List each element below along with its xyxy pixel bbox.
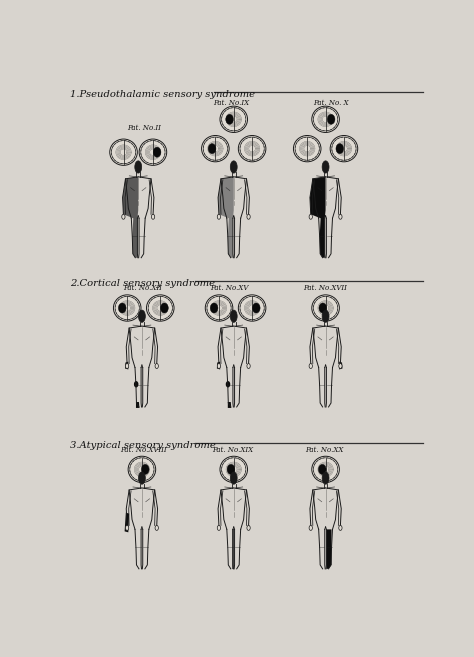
Text: Pat. No.XIX: Pat. No.XIX (212, 446, 253, 454)
Text: Pat. No. X: Pat. No. X (313, 99, 348, 106)
Polygon shape (136, 402, 139, 408)
Text: Pat. No.II: Pat. No.II (127, 124, 161, 132)
Ellipse shape (128, 456, 155, 482)
Ellipse shape (309, 526, 312, 530)
Ellipse shape (247, 214, 250, 219)
Text: 1.Pseudothalamic sensory syndrome: 1.Pseudothalamic sensory syndrome (70, 90, 255, 99)
Ellipse shape (146, 295, 174, 321)
Ellipse shape (155, 526, 158, 530)
Ellipse shape (135, 161, 142, 173)
Polygon shape (310, 177, 326, 258)
Text: Pat. No.XV: Pat. No.XV (210, 284, 248, 292)
Polygon shape (228, 402, 231, 408)
Ellipse shape (161, 303, 168, 313)
Ellipse shape (138, 310, 146, 323)
Text: Pat. No.XVIII: Pat. No.XVIII (120, 446, 166, 454)
Ellipse shape (110, 139, 137, 166)
Ellipse shape (312, 295, 339, 321)
Ellipse shape (293, 135, 321, 162)
Ellipse shape (226, 114, 234, 124)
Ellipse shape (139, 139, 167, 166)
Ellipse shape (247, 526, 250, 530)
Ellipse shape (208, 144, 216, 154)
Polygon shape (125, 512, 129, 532)
Polygon shape (232, 530, 234, 569)
Ellipse shape (138, 472, 146, 484)
Polygon shape (218, 177, 234, 258)
Ellipse shape (220, 456, 247, 482)
Polygon shape (327, 530, 331, 569)
Ellipse shape (134, 381, 138, 388)
Text: Pat. No.XX: Pat. No.XX (305, 446, 344, 454)
Ellipse shape (151, 214, 155, 219)
Ellipse shape (205, 295, 233, 321)
Text: 2.Cortical sensory syndrome: 2.Cortical sensory syndrome (70, 279, 215, 288)
Ellipse shape (339, 363, 342, 369)
Ellipse shape (141, 464, 149, 474)
Ellipse shape (322, 472, 329, 484)
Ellipse shape (155, 363, 158, 369)
Ellipse shape (220, 106, 247, 133)
Polygon shape (125, 361, 128, 369)
Ellipse shape (312, 106, 339, 133)
Ellipse shape (113, 295, 141, 321)
Text: Pat. No.XII: Pat. No.XII (124, 284, 163, 292)
Ellipse shape (247, 363, 250, 369)
Ellipse shape (330, 135, 358, 162)
Polygon shape (339, 361, 343, 369)
Ellipse shape (122, 214, 125, 219)
Ellipse shape (230, 161, 237, 173)
Ellipse shape (238, 295, 266, 321)
Ellipse shape (322, 161, 329, 173)
Ellipse shape (217, 526, 220, 530)
Ellipse shape (126, 526, 129, 530)
Ellipse shape (319, 464, 326, 474)
Text: Pat. No.IX: Pat. No.IX (213, 99, 250, 106)
Text: 3.Atypical sensory syndrome: 3.Atypical sensory syndrome (70, 441, 216, 449)
Ellipse shape (217, 214, 220, 219)
Ellipse shape (336, 144, 344, 154)
Ellipse shape (339, 526, 342, 530)
Ellipse shape (319, 303, 327, 313)
Ellipse shape (118, 303, 126, 313)
Ellipse shape (153, 147, 161, 157)
Ellipse shape (327, 114, 335, 124)
Ellipse shape (230, 310, 237, 323)
Ellipse shape (217, 363, 220, 369)
Ellipse shape (252, 303, 260, 313)
Ellipse shape (210, 303, 218, 313)
Ellipse shape (201, 135, 229, 162)
Polygon shape (217, 361, 220, 369)
Polygon shape (123, 177, 138, 258)
Ellipse shape (230, 472, 237, 484)
Ellipse shape (238, 135, 266, 162)
Ellipse shape (309, 363, 312, 369)
Ellipse shape (339, 214, 342, 219)
Text: Pat. No.XVII: Pat. No.XVII (303, 284, 347, 292)
Ellipse shape (312, 456, 339, 482)
Ellipse shape (126, 363, 129, 369)
Ellipse shape (226, 381, 230, 388)
Ellipse shape (322, 310, 329, 323)
Ellipse shape (227, 464, 235, 474)
Ellipse shape (309, 214, 312, 219)
